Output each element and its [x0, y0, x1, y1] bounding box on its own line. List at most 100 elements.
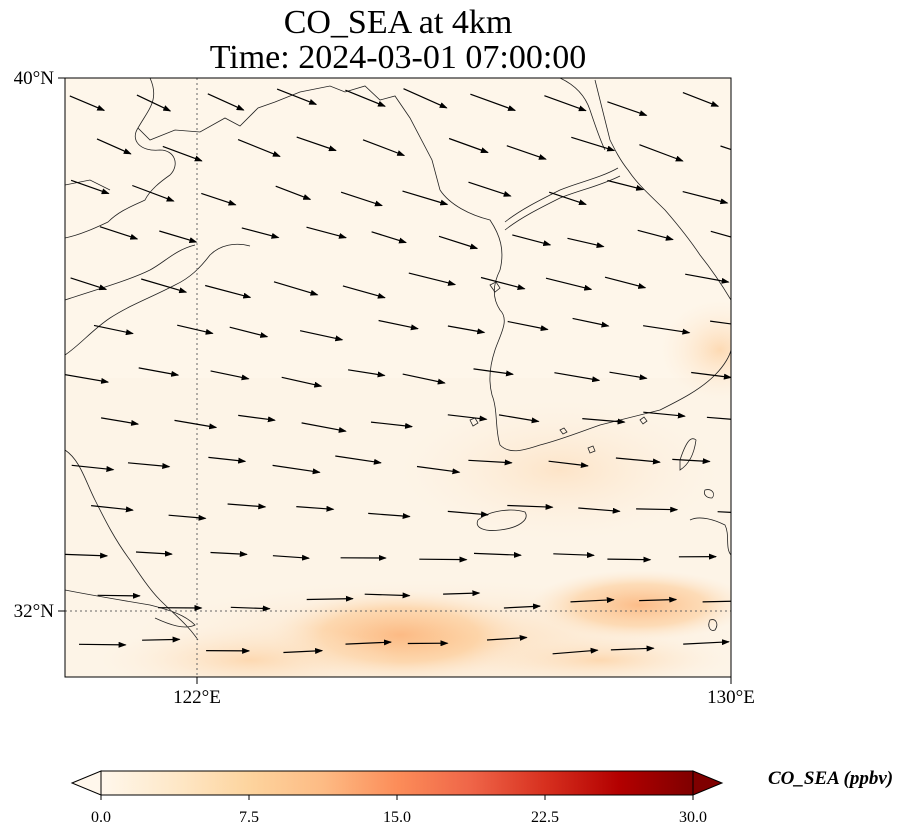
wind-vector	[207, 93, 245, 111]
wind-vector	[506, 145, 547, 160]
wind-vector	[142, 636, 181, 643]
wind-vector	[570, 597, 615, 604]
wind-vector	[571, 136, 616, 152]
wind-vector	[639, 596, 678, 603]
colorbar-extend-min	[70, 770, 102, 796]
wind-vector	[364, 592, 411, 599]
map-title: CO_SEA at 4km	[283, 4, 513, 41]
wind-vector	[672, 458, 711, 465]
wind-vector	[101, 417, 140, 426]
wind-vector	[378, 319, 419, 331]
wind-vector	[237, 139, 281, 157]
wind-vector	[296, 136, 337, 152]
wind-vector	[604, 276, 647, 289]
wind-vector	[230, 605, 271, 612]
wind-vector	[273, 281, 319, 296]
colorbar-tick-0: 0.0	[91, 809, 111, 826]
wind-vector	[97, 592, 141, 599]
wind-vector	[643, 325, 691, 335]
wind-vector	[717, 511, 731, 513]
wind-vector	[473, 551, 522, 558]
wind-vector	[498, 414, 540, 424]
wind-vector	[552, 647, 599, 655]
wind-vector	[639, 144, 684, 162]
lat-tick-40n: 40°N	[14, 68, 55, 89]
wind-vector	[99, 226, 139, 240]
wind-vector	[548, 460, 589, 469]
wind-vector	[448, 137, 489, 154]
wind-vector	[545, 277, 593, 291]
wind-vector	[162, 145, 203, 162]
wind-vector	[447, 414, 488, 422]
wind-vector	[345, 639, 392, 646]
wind-vector	[93, 324, 134, 336]
wind-vector	[69, 95, 106, 111]
wind-vector	[96, 138, 132, 155]
wind-vector	[403, 88, 448, 109]
wind-vector	[554, 372, 601, 383]
wind-vector	[159, 230, 198, 243]
wind-vector	[473, 368, 514, 377]
wind-vector	[447, 325, 486, 335]
wind-vector	[70, 179, 110, 195]
wind-vector	[512, 234, 552, 247]
wind-vector	[607, 101, 648, 116]
wind-vector	[615, 457, 661, 465]
wind-vector	[340, 191, 383, 207]
wind-vector	[572, 317, 610, 328]
wind-vector	[135, 550, 173, 557]
wind-vector	[65, 552, 109, 559]
wind-vector	[177, 324, 214, 335]
wind-vector	[70, 277, 108, 291]
wind-vector	[402, 373, 446, 385]
colorbar-tick-3: 22.5	[531, 809, 559, 826]
wind-vector	[174, 419, 218, 430]
wind-vector	[582, 418, 626, 425]
wind-vector	[702, 600, 731, 603]
wind-vector	[706, 416, 731, 420]
colorbar-gradient	[101, 771, 693, 795]
wind-vector	[443, 590, 481, 597]
wind-vector	[71, 464, 115, 472]
wind-vector	[281, 376, 323, 388]
wind-vector	[227, 503, 267, 510]
wind-vector	[607, 556, 652, 563]
wind-vector	[486, 634, 528, 641]
wind-vector	[205, 284, 252, 299]
wind-vector	[342, 285, 386, 299]
wind-vector	[299, 330, 344, 342]
wind-vector	[470, 93, 517, 111]
lon-tick-122e: 122°E	[173, 687, 221, 708]
wind-vector	[138, 367, 180, 377]
wind-vector	[507, 503, 554, 510]
wind-vector	[416, 465, 461, 475]
wind-vector	[345, 89, 386, 107]
colorbar-tick-4: 30.0	[679, 809, 707, 826]
wind-vector	[480, 276, 526, 290]
wind-vector	[447, 510, 489, 518]
wind-vector	[362, 139, 406, 157]
wind-vector	[682, 92, 720, 107]
map-frame	[64, 77, 732, 678]
wind-vector	[710, 320, 731, 325]
lon-tick-130e: 130°E	[707, 687, 755, 708]
wind-vector	[201, 192, 237, 206]
wind-vector	[685, 273, 730, 284]
wind-vector	[210, 551, 248, 558]
colorbar-extend-max	[692, 770, 724, 796]
wind-vector	[272, 554, 310, 561]
wind-vector	[348, 369, 386, 378]
wind-vector	[78, 641, 127, 648]
wind-vector	[275, 185, 312, 200]
wind-vector	[549, 191, 587, 206]
wind-vector	[402, 190, 449, 206]
wind-vector	[610, 645, 655, 652]
colorbar-label: CO_SEA (ppbv)	[768, 768, 894, 789]
wind-vector	[468, 459, 513, 466]
wind-vector	[553, 552, 595, 559]
wind-vector	[438, 235, 479, 250]
lat-tick-32n: 32°N	[14, 601, 55, 622]
wind-vector	[238, 414, 276, 423]
wind-vector	[637, 229, 674, 241]
